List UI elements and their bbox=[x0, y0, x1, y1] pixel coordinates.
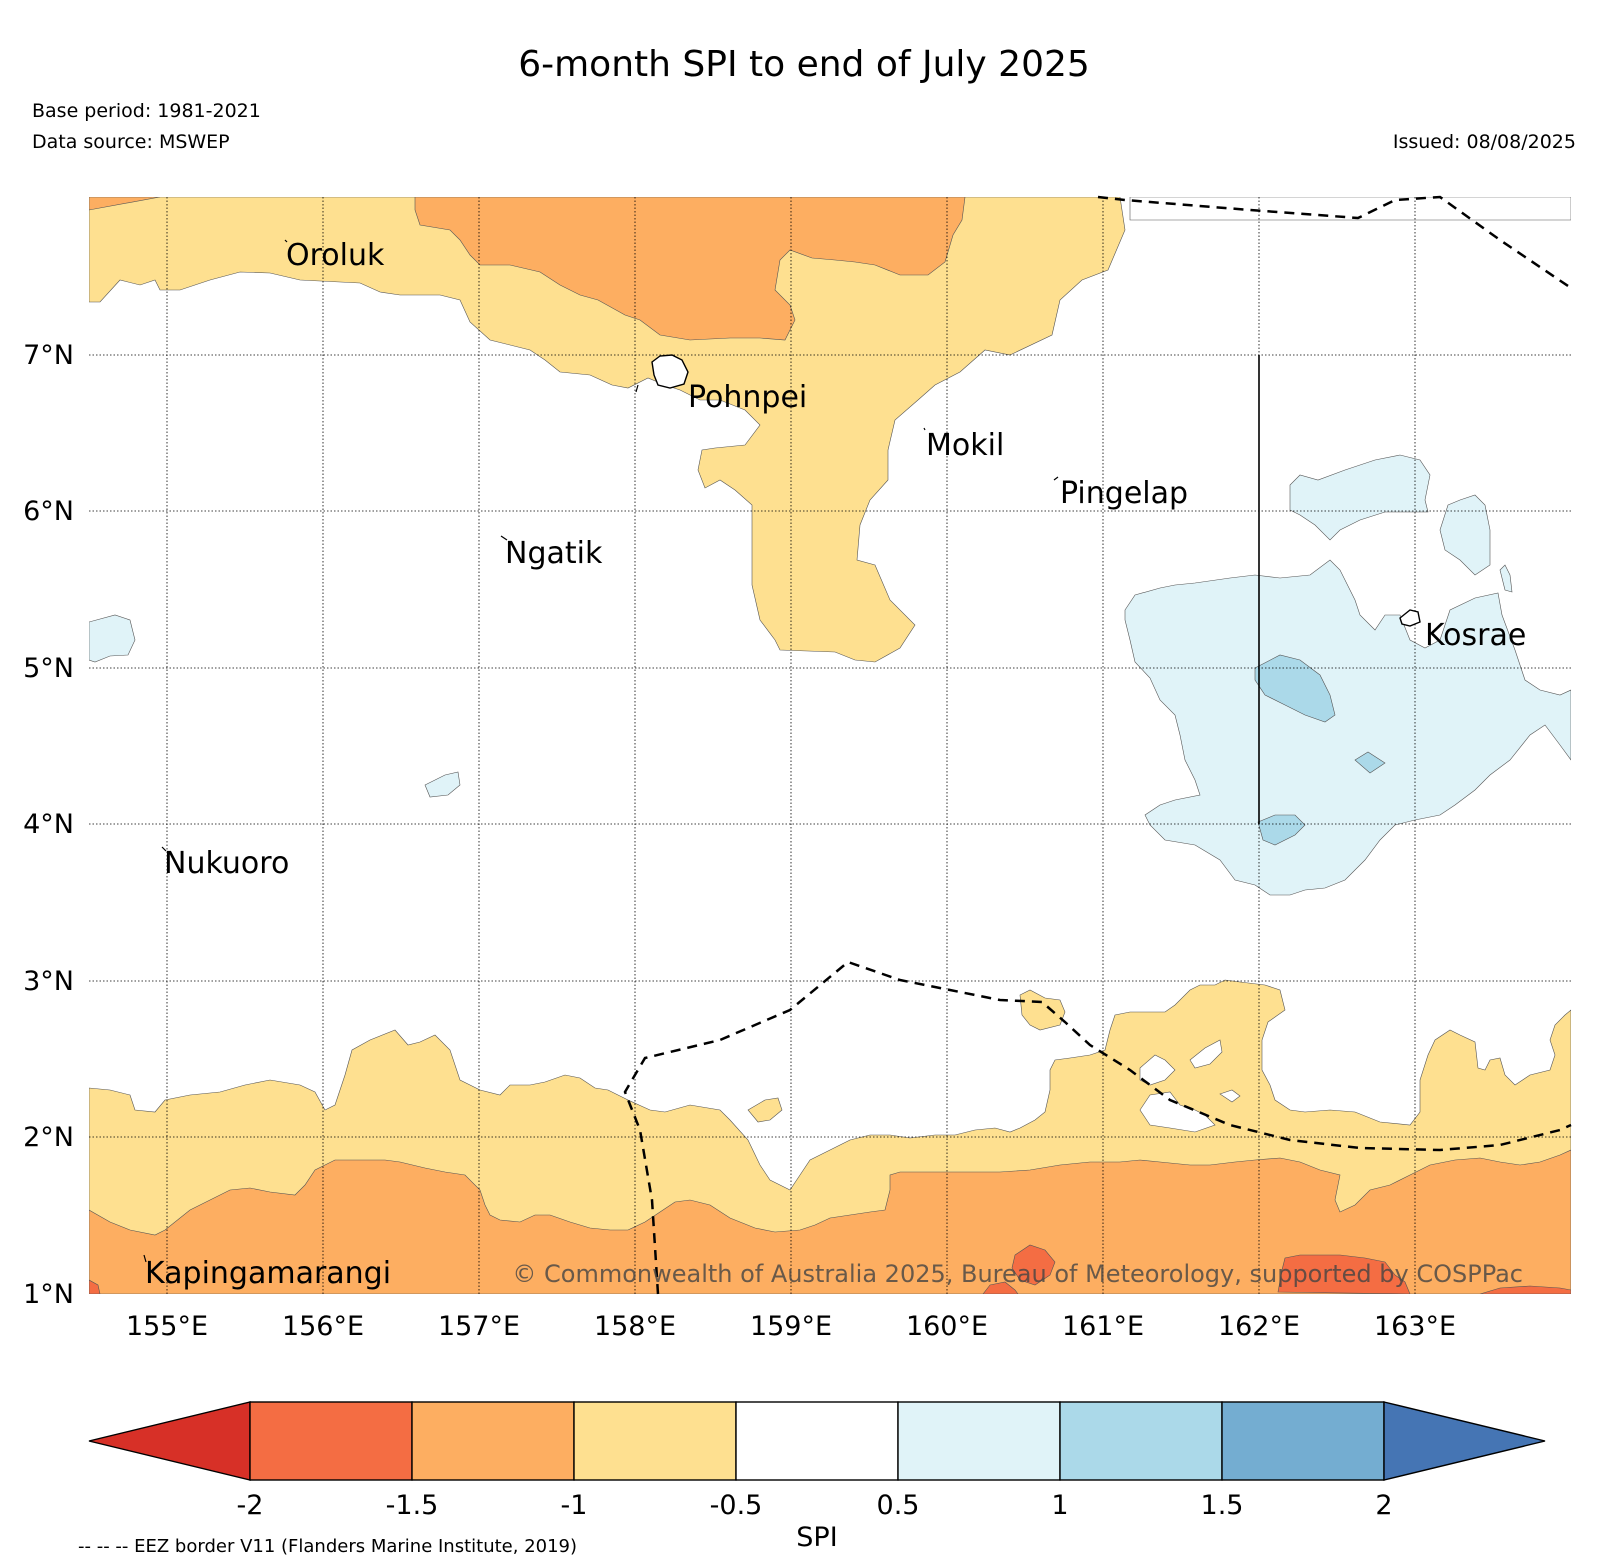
place-markers bbox=[143, 239, 1059, 1263]
spi-region-east-wet-north bbox=[1289, 454, 1431, 541]
lon-label-163e: 163°E bbox=[1374, 1311, 1456, 1342]
map-panel: Oroluk Pohnpei Mokil Pingelap Ngatik Kos… bbox=[89, 195, 1572, 1295]
place-label-nukuoro: Nukuoro bbox=[164, 846, 289, 881]
lat-label-5n: 5°N bbox=[23, 653, 74, 684]
spi-region-south-extremely-dry-2 bbox=[1277, 1254, 1411, 1294]
spi-region-east-very-wet bbox=[1254, 654, 1336, 723]
spi-region-south-extremely-dry-4 bbox=[1479, 1285, 1571, 1294]
colorbar-extend-high bbox=[1383, 1401, 1546, 1481]
colorbar-extend-low bbox=[88, 1401, 251, 1481]
spi-region-east-very-wet-3 bbox=[1257, 814, 1306, 846]
mokil-marker bbox=[923, 427, 926, 431]
colorbar-tick: 1 bbox=[1051, 1490, 1068, 1521]
colorbar-tick: -0.5 bbox=[710, 1490, 763, 1521]
base-period-text: Base period: 1981-2021 bbox=[32, 100, 261, 122]
place-label-kapingamarangi: Kapingamarangi bbox=[145, 1256, 391, 1291]
spi-region-north-normal bbox=[1129, 197, 1571, 221]
spi-region-west-wet bbox=[89, 614, 136, 663]
spi-region-south-extremely-dry-3 bbox=[982, 1281, 1019, 1294]
lat-label-2n: 2°N bbox=[23, 1122, 74, 1153]
spi-region-south-dry-patch bbox=[747, 1097, 783, 1123]
place-label-pingelap: Pingelap bbox=[1060, 476, 1188, 511]
lon-label-160e: 160°E bbox=[906, 1311, 988, 1342]
spi-region-south-extremely-dry-5 bbox=[89, 1279, 101, 1294]
spi-region-north-dry bbox=[89, 197, 1126, 663]
lat-label-6n: 6°N bbox=[23, 496, 74, 527]
island-outlines bbox=[651, 354, 1421, 627]
figure-title: 6-month SPI to end of July 2025 bbox=[518, 44, 1090, 85]
place-labels: Oroluk Pohnpei Mokil Pingelap Ngatik Kos… bbox=[145, 238, 1526, 1291]
lat-label-3n: 3°N bbox=[23, 966, 74, 997]
colorbar-tick: 2 bbox=[1375, 1490, 1392, 1521]
spi-region-south-extremely-dry-1 bbox=[1011, 1244, 1056, 1286]
spi-region-east-wet-small bbox=[1499, 564, 1513, 593]
copyright-text: © Commonwealth of Australia 2025, Bureau… bbox=[512, 1260, 1523, 1288]
lon-label-156e: 156°E bbox=[282, 1311, 364, 1342]
colorbar-label: SPI bbox=[796, 1522, 837, 1553]
issued-text: Issued: 08/08/2025 bbox=[1393, 131, 1576, 153]
spi-region-south-normal-hole-4 bbox=[1219, 1089, 1241, 1103]
lon-label-158e: 158°E bbox=[594, 1311, 676, 1342]
colorbar-tick: -2 bbox=[237, 1490, 264, 1521]
lon-label-157e: 157°E bbox=[438, 1311, 520, 1342]
colorbar-tick: 1.5 bbox=[1201, 1490, 1244, 1521]
place-label-pohnpei: Pohnpei bbox=[688, 380, 807, 415]
pingelap-marker bbox=[1053, 476, 1059, 481]
colorbar-tick: -1 bbox=[561, 1490, 588, 1521]
colorbar-segment-5 bbox=[897, 1401, 1061, 1481]
colorbar-ticks: -2 -1.5 -1 -0.5 0.5 1 1.5 2 bbox=[237, 1490, 1393, 1521]
colorbar bbox=[88, 1401, 1546, 1481]
colorbar-tick: -1.5 bbox=[386, 1490, 439, 1521]
pohnpei-marker-2 bbox=[635, 384, 639, 393]
place-label-oroluk: Oroluk bbox=[286, 238, 385, 273]
kosrae-island-shape bbox=[1399, 609, 1421, 627]
lon-label-162e: 162°E bbox=[1218, 1311, 1300, 1342]
colorbar-segment-4 bbox=[735, 1401, 899, 1481]
spi-region-west-wet-small bbox=[424, 771, 461, 798]
ngatik-marker bbox=[500, 535, 508, 541]
spi-region-north-very-dry bbox=[89, 197, 966, 341]
colorbar-segment-6 bbox=[1059, 1401, 1223, 1481]
place-label-ngatik: Ngatik bbox=[505, 536, 603, 571]
nukuoro-marker bbox=[161, 846, 167, 852]
place-label-kosrae: Kosrae bbox=[1425, 618, 1526, 653]
colorbar-segment-3 bbox=[573, 1401, 737, 1481]
kapingamarangi-marker bbox=[143, 1254, 147, 1263]
eez-border-note: -- -- -- EEZ border V11 (Flanders Marine… bbox=[78, 1536, 577, 1557]
colorbar-tick: 0.5 bbox=[877, 1490, 920, 1521]
colorbar-segment-1 bbox=[249, 1401, 413, 1481]
spi-region-south-normal-hole-2 bbox=[1189, 1039, 1223, 1069]
spi-region-south-normal-hole-1 bbox=[1139, 1054, 1176, 1086]
colorbar-segment-7 bbox=[1221, 1401, 1385, 1481]
spi-region-east-wet bbox=[1124, 559, 1571, 896]
spi-region-east-very-wet-2 bbox=[1354, 751, 1386, 774]
pohnpei-island-shape bbox=[651, 354, 689, 389]
place-label-mokil: Mokil bbox=[926, 428, 1004, 463]
lat-label-7n: 7°N bbox=[23, 340, 74, 371]
lon-label-155e: 155°E bbox=[126, 1311, 208, 1342]
longitude-labels: 155°E 156°E 157°E 158°E 159°E 160°E 161°… bbox=[126, 1311, 1456, 1342]
spi-region-south-very-dry bbox=[89, 1149, 1571, 1294]
data-source-text: Data source: MSWEP bbox=[32, 131, 230, 153]
lon-label-161e: 161°E bbox=[1062, 1311, 1144, 1342]
lat-label-1n: 1°N bbox=[23, 1279, 74, 1310]
colorbar-segment-2 bbox=[411, 1401, 575, 1481]
latitude-labels: 7°N 6°N 5°N 4°N 3°N 2°N 1°N bbox=[23, 340, 74, 1310]
lon-label-159e: 159°E bbox=[750, 1311, 832, 1342]
lat-label-4n: 4°N bbox=[23, 809, 74, 840]
eez-borders bbox=[623, 195, 1572, 1295]
spi-region-east-wet-ne bbox=[1439, 494, 1491, 576]
oroluk-marker bbox=[284, 239, 288, 243]
